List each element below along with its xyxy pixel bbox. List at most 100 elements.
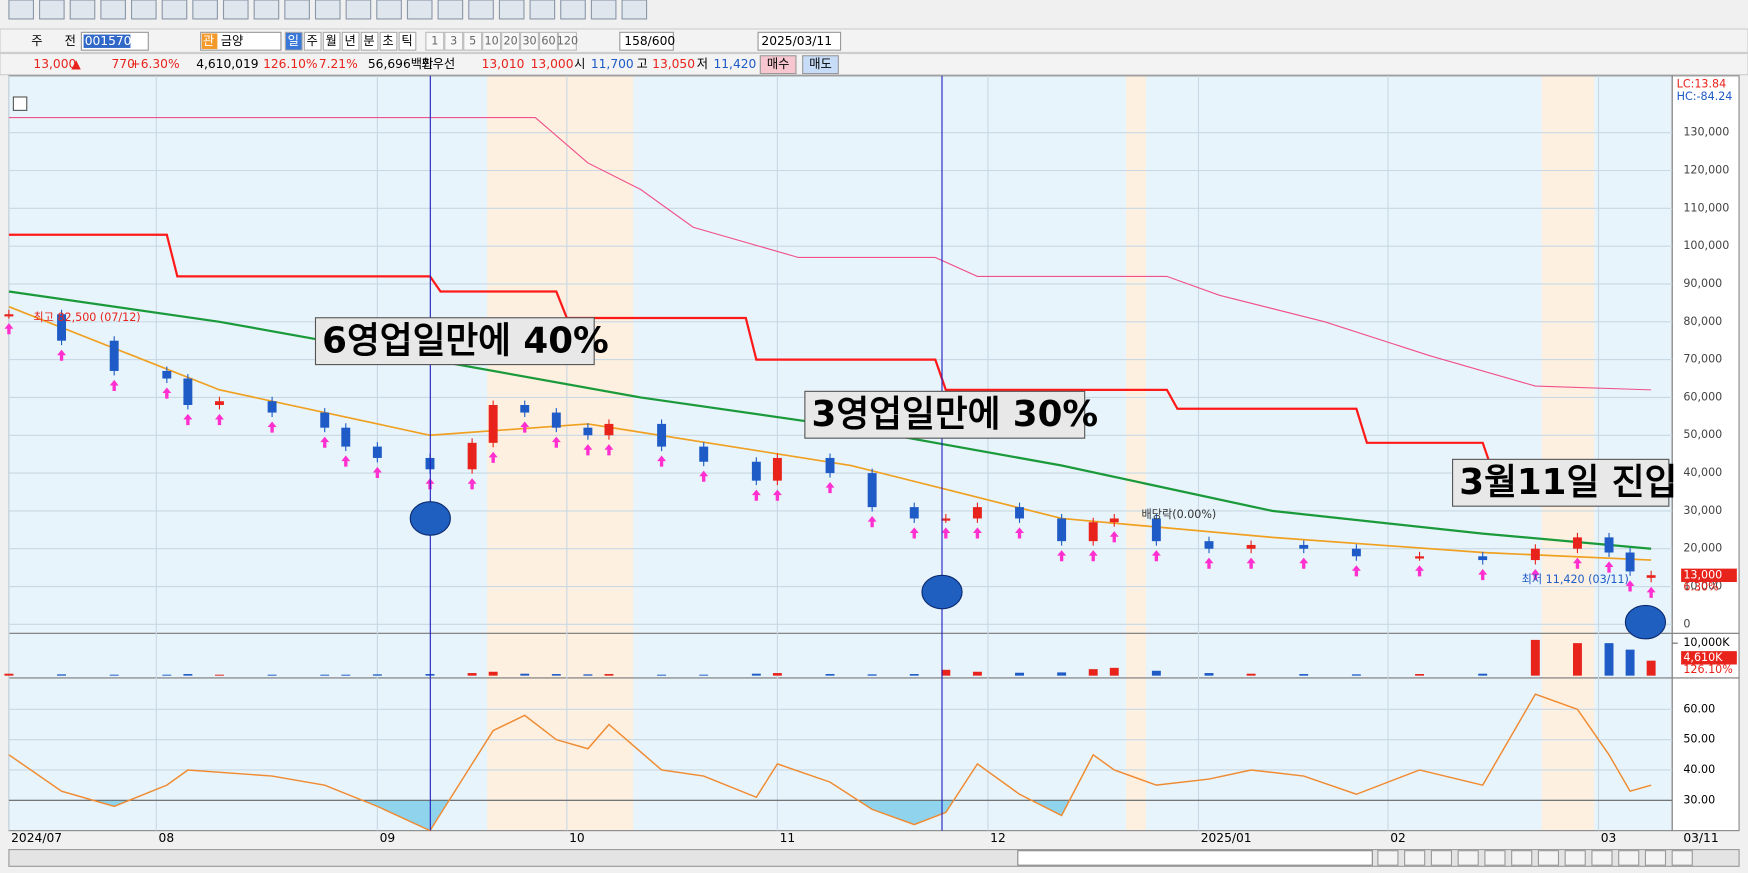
interval-label[interactable]: 120 [557, 34, 578, 47]
signal-arrow [772, 489, 782, 501]
candle [1088, 522, 1098, 542]
tool-icon[interactable] [406, 0, 433, 20]
volume-bar [1351, 674, 1361, 676]
tool-icon[interactable] [284, 0, 310, 20]
scrollbar[interactable] [8, 849, 1740, 867]
interval-label[interactable]: 30 [522, 34, 536, 47]
price-tag [1681, 568, 1737, 582]
name-box[interactable] [200, 31, 282, 51]
scroll-control[interactable] [1404, 850, 1426, 866]
y-tick-label: 40.00 [1683, 763, 1715, 776]
candle [825, 457, 835, 474]
scroll-control[interactable] [1591, 850, 1613, 866]
interval-label[interactable]: 3 [450, 34, 457, 47]
interval-button[interactable] [501, 31, 521, 51]
tool-icon[interactable] [529, 0, 556, 20]
tool-icon[interactable] [345, 0, 372, 20]
buy-label[interactable]: 매수 [767, 57, 790, 71]
tool-icon[interactable] [468, 0, 494, 20]
tool-icon[interactable] [437, 0, 464, 20]
scroll-control[interactable] [1671, 850, 1693, 866]
interval-label[interactable]: 5 [469, 34, 476, 47]
y-tick-label: 110,000 [1683, 201, 1729, 214]
period-button[interactable] [341, 31, 360, 51]
period-label[interactable]: 틱 [401, 34, 412, 48]
scroll-control[interactable] [1457, 850, 1479, 866]
tool-icon[interactable] [560, 0, 586, 20]
scroll-control[interactable] [1564, 850, 1586, 866]
tool-icon[interactable] [8, 0, 35, 20]
volume-bar [1015, 672, 1024, 676]
tool-icon[interactable] [130, 0, 157, 20]
interval-button[interactable] [444, 31, 464, 51]
volume-bar [1625, 649, 1635, 676]
interval-button[interactable] [557, 31, 577, 51]
interval-button[interactable] [482, 31, 502, 51]
candle [551, 412, 561, 428]
period-band [1125, 75, 1147, 831]
tool-icon[interactable] [314, 0, 341, 20]
period-band [487, 75, 634, 831]
tool-icon[interactable] [69, 0, 96, 20]
code[interactable]: 001570 [85, 34, 132, 48]
signal-arrow [467, 478, 477, 490]
interval-label[interactable]: 10 [485, 34, 499, 47]
period-button[interactable] [398, 31, 417, 51]
period-button[interactable] [379, 31, 398, 51]
interval-button[interactable] [520, 31, 540, 51]
scroll-control[interactable] [1377, 850, 1399, 866]
scroll-control[interactable] [1644, 850, 1667, 866]
period-button[interactable] [303, 31, 322, 51]
annotation-box [314, 317, 595, 366]
period-label[interactable]: 분 [363, 34, 374, 48]
tool-icon[interactable] [100, 0, 126, 20]
tool-icon[interactable] [621, 0, 648, 20]
scroll-thumb[interactable] [1017, 850, 1373, 866]
price-label: 13,000 [1683, 568, 1722, 581]
date[interactable]: 2025/03/11 [761, 34, 832, 48]
tool-icon[interactable] [253, 0, 280, 20]
sell-button[interactable] [802, 55, 839, 75]
interval-button[interactable] [539, 31, 558, 51]
tool-icon[interactable] [192, 0, 218, 20]
tool-icon[interactable] [590, 0, 617, 20]
interval-label[interactable]: 1 [431, 34, 438, 47]
period-label[interactable]: 주 [307, 34, 318, 48]
tool-icon[interactable] [39, 0, 65, 20]
buy-button[interactable] [759, 55, 797, 75]
grid-icon[interactable] [12, 96, 28, 111]
y-tick-label: 40,000 [1683, 466, 1722, 479]
date-box[interactable] [757, 31, 842, 51]
code-sel [83, 34, 131, 48]
quote-bid: 13,000 [531, 57, 574, 71]
scope[interactable]: 전 [65, 34, 76, 48]
volume-bar [1646, 660, 1656, 676]
period-button[interactable] [322, 31, 341, 51]
volume-bar [1057, 672, 1067, 676]
period-button[interactable] [284, 31, 303, 51]
scroll-control[interactable] [1484, 850, 1506, 866]
period-label[interactable]: 년 [344, 34, 355, 48]
period-label[interactable]: 초 [382, 34, 393, 48]
period-label[interactable]: 월 [326, 34, 337, 48]
sell-label[interactable]: 매도 [809, 57, 832, 71]
volume-bar [1246, 673, 1256, 676]
scroll-control[interactable] [1618, 850, 1640, 866]
market[interactable]: 주 [31, 34, 42, 48]
interval-label[interactable]: 60 [541, 34, 555, 47]
tool-icon[interactable] [376, 0, 402, 20]
period-label[interactable]: 일 [288, 34, 299, 48]
tool-icon[interactable] [161, 0, 188, 20]
scroll-control[interactable] [1430, 850, 1453, 866]
scroll-control[interactable] [1511, 850, 1533, 866]
interval-label[interactable]: 20 [503, 34, 517, 47]
tool-icon[interactable] [222, 0, 249, 20]
volume-bar [1415, 674, 1425, 676]
period-button[interactable] [360, 31, 379, 51]
tool-icon[interactable] [498, 0, 525, 20]
y-tick-label: 90,000 [1683, 277, 1722, 290]
scroll-control[interactable] [1537, 850, 1560, 866]
last-date-label: 03/11 [1683, 831, 1718, 845]
interval-button[interactable] [425, 31, 445, 51]
interval-button[interactable] [463, 31, 483, 51]
